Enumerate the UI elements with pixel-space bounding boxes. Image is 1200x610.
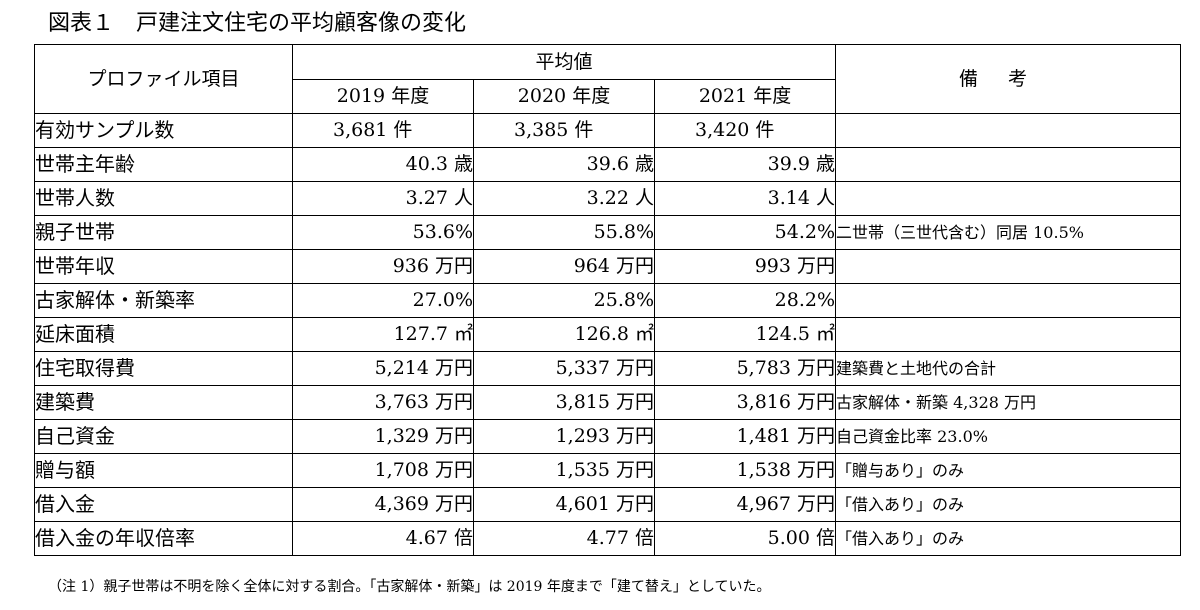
table-row: 借入金の年収倍率 4.67 倍 4.77 倍 5.00 倍 「借入あり」のみ	[34, 521, 1182, 556]
year-header-2021: 2021 年度	[653, 79, 837, 114]
remark-cell: 古家解体・新築 4,328 万円	[835, 385, 1182, 420]
value-cell: 1,293 万円	[473, 419, 655, 454]
row-label: 建築費	[34, 385, 293, 420]
remark-cell: 「贈与あり」のみ	[835, 453, 1182, 488]
value-cell: 4.77 倍	[473, 521, 655, 556]
value-cell: 25.8%	[473, 283, 655, 318]
row-label: 世帯人数	[34, 181, 293, 216]
value-cell: 3.22 人	[473, 181, 655, 216]
remark-cell: 二世帯（三世代含む）同居 10.5%	[835, 215, 1182, 250]
row-label: 古家解体・新築率	[34, 283, 293, 318]
table-row: 世帯年収 936 万円 964 万円 993 万円	[34, 249, 1182, 284]
table-row: 世帯主年齢 40.3 歳 39.6 歳 39.9 歳	[34, 147, 1182, 182]
value-cell: 4.67 倍	[292, 521, 474, 556]
value-cell: 993 万円	[653, 249, 837, 284]
value-cell: 3,681 件	[292, 113, 474, 148]
remark-cell	[835, 113, 1182, 148]
row-label: 自己資金	[34, 419, 293, 454]
value-cell: 39.6 歳	[473, 147, 655, 182]
remark-cell	[835, 147, 1182, 182]
value-cell: 3,816 万円	[653, 385, 837, 420]
year-header-2019: 2019 年度	[292, 79, 474, 114]
value-cell: 40.3 歳	[292, 147, 474, 182]
value-cell: 1,708 万円	[292, 453, 474, 488]
value-cell: 964 万円	[473, 249, 655, 284]
value-cell: 3.14 人	[653, 181, 837, 216]
remark-cell	[835, 249, 1182, 284]
value-cell: 4,967 万円	[653, 487, 837, 522]
value-cell: 1,481 万円	[653, 419, 837, 454]
row-label: 借入金の年収倍率	[34, 521, 293, 556]
value-cell: 3,763 万円	[292, 385, 474, 420]
value-cell: 124.5 ㎡	[653, 317, 837, 352]
row-label: 贈与額	[34, 453, 293, 488]
table-row: 古家解体・新築率 27.0% 25.8% 28.2%	[34, 283, 1182, 318]
value-cell: 3.27 人	[292, 181, 474, 216]
table-row: 建築費 3,763 万円 3,815 万円 3,816 万円 古家解体・新築 4…	[34, 385, 1182, 420]
value-cell: 1,535 万円	[473, 453, 655, 488]
remark-cell: 建築費と土地代の合計	[835, 351, 1182, 386]
table-title: 図表１ 戸建注文住宅の平均顧客像の変化	[48, 11, 467, 36]
table-row: 延床面積 127.7 ㎡ 126.8 ㎡ 124.5 ㎡	[34, 317, 1182, 352]
table-row: 自己資金 1,329 万円 1,293 万円 1,481 万円 自己資金比率 2…	[34, 419, 1182, 454]
value-cell: 28.2%	[653, 283, 837, 318]
remark-cell: 「借入あり」のみ	[835, 487, 1182, 522]
year-header-2020: 2020 年度	[473, 79, 655, 114]
value-cell: 4,369 万円	[292, 487, 474, 522]
table-row: 親子世帯 53.6% 55.8% 54.2% 二世帯（三世代含む）同居 10.5…	[34, 215, 1182, 250]
value-cell: 1,538 万円	[653, 453, 837, 488]
value-cell: 126.8 ㎡	[473, 317, 655, 352]
remark-cell	[835, 317, 1182, 352]
average-column-header: 平均値	[291, 44, 837, 80]
remark-cell	[835, 283, 1182, 318]
row-label: 親子世帯	[34, 215, 293, 250]
value-cell: 1,329 万円	[292, 419, 474, 454]
row-label: 延床面積	[34, 317, 293, 352]
remark-cell: 「借入あり」のみ	[835, 521, 1182, 556]
table-row: 有効サンプル数 3,681 件 3,385 件 3,420 件	[34, 113, 1182, 148]
remark-cell: 自己資金比率 23.0%	[835, 419, 1182, 454]
row-label: 借入金	[34, 487, 293, 522]
value-cell: 55.8%	[473, 215, 655, 250]
customer-profile-table: プロファイル項目 平均値 備考 2019 年度 2020 年度 2021 年度 …	[34, 44, 1182, 556]
value-cell: 3,420 件	[653, 113, 837, 148]
value-cell: 127.7 ㎡	[292, 317, 474, 352]
value-cell: 5,214 万円	[292, 351, 474, 386]
table-row: 住宅取得費 5,214 万円 5,337 万円 5,783 万円 建築費と土地代…	[34, 351, 1182, 386]
value-cell: 3,385 件	[473, 113, 655, 148]
value-cell: 3,815 万円	[473, 385, 655, 420]
table-row: 贈与額 1,708 万円 1,535 万円 1,538 万円 「贈与あり」のみ	[34, 453, 1182, 488]
profile-column-header: プロファイル項目	[34, 44, 293, 114]
value-cell: 27.0%	[292, 283, 474, 318]
value-cell: 39.9 歳	[653, 147, 837, 182]
value-cell: 4,601 万円	[473, 487, 655, 522]
row-label: 住宅取得費	[34, 351, 293, 386]
row-label: 有効サンプル数	[34, 113, 293, 148]
value-cell: 5,783 万円	[653, 351, 837, 386]
value-cell: 5.00 倍	[653, 521, 837, 556]
value-cell: 54.2%	[653, 215, 837, 250]
remark-cell	[835, 181, 1182, 216]
footnote: （注 1）親子世帯は不明を除く全体に対する割合。「古家解体・新築」は 2019 …	[48, 579, 771, 595]
row-label: 世帯主年齢	[34, 147, 293, 182]
value-cell: 936 万円	[292, 249, 474, 284]
table-row: 世帯人数 3.27 人 3.22 人 3.14 人	[34, 181, 1182, 216]
remarks-column-header: 備考	[835, 44, 1182, 114]
row-label: 世帯年収	[34, 249, 293, 284]
value-cell: 5,337 万円	[473, 351, 655, 386]
table-row: 借入金 4,369 万円 4,601 万円 4,967 万円 「借入あり」のみ	[34, 487, 1182, 522]
value-cell: 53.6%	[292, 215, 474, 250]
